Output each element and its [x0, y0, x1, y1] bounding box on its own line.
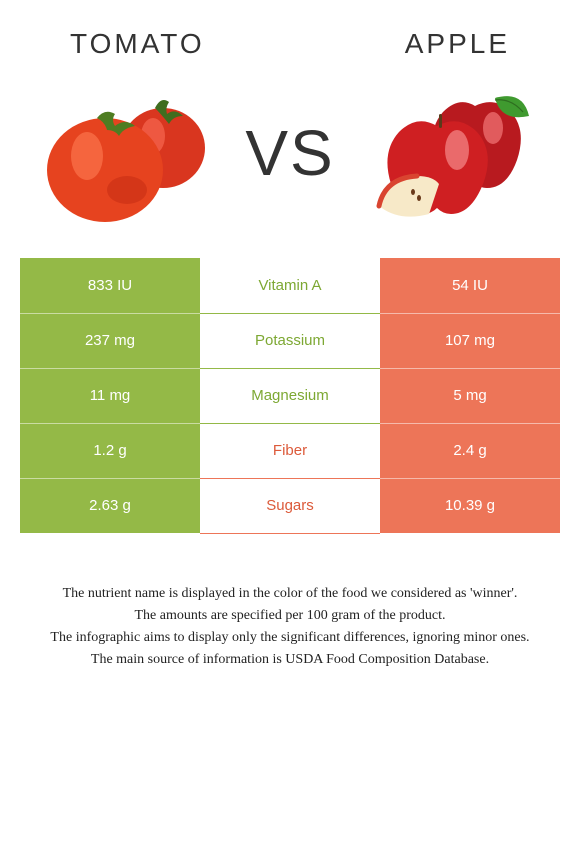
right-food-title: Apple: [405, 28, 510, 60]
left-value: 237 mg: [20, 313, 200, 368]
hero-row: VS: [0, 68, 580, 258]
footnote-line: The nutrient name is displayed in the co…: [20, 584, 560, 604]
nutrient-name: Fiber: [200, 423, 380, 478]
nutrient-name: Vitamin A: [200, 258, 380, 313]
table-row: 2.63 gSugars10.39 g: [20, 478, 560, 533]
right-value: 54 IU: [380, 258, 560, 313]
nutrient-name: Sugars: [200, 478, 380, 533]
table-row: 1.2 gFiber2.4 g: [20, 423, 560, 478]
right-value: 107 mg: [380, 313, 560, 368]
table-row: 833 IUVitamin A54 IU: [20, 258, 560, 313]
right-value: 10.39 g: [380, 478, 560, 533]
footnote-line: The amounts are specified per 100 gram o…: [20, 606, 560, 626]
right-value: 2.4 g: [380, 423, 560, 478]
vs-label: VS: [245, 116, 334, 190]
left-value: 1.2 g: [20, 423, 200, 478]
footnotes: The nutrient name is displayed in the co…: [0, 584, 580, 671]
left-value: 11 mg: [20, 368, 200, 423]
nutrient-name: Potassium: [200, 313, 380, 368]
right-value: 5 mg: [380, 368, 560, 423]
left-value: 2.63 g: [20, 478, 200, 533]
header: Tomato Apple: [0, 0, 580, 68]
table-row: 237 mgPotassium107 mg: [20, 313, 560, 368]
comparison-table-body: 833 IUVitamin A54 IU237 mgPotassium107 m…: [20, 258, 560, 533]
nutrient-name: Magnesium: [200, 368, 380, 423]
comparison-table: 833 IUVitamin A54 IU237 mgPotassium107 m…: [20, 258, 560, 534]
footnote-line: The main source of information is USDA F…: [20, 650, 560, 670]
left-food-title: Tomato: [70, 28, 205, 60]
table-row: 11 mgMagnesium5 mg: [20, 368, 560, 423]
tomato-illustration: [45, 78, 215, 228]
footnote-line: The infographic aims to display only the…: [20, 628, 560, 648]
apple-illustration: [365, 78, 535, 228]
left-value: 833 IU: [20, 258, 200, 313]
